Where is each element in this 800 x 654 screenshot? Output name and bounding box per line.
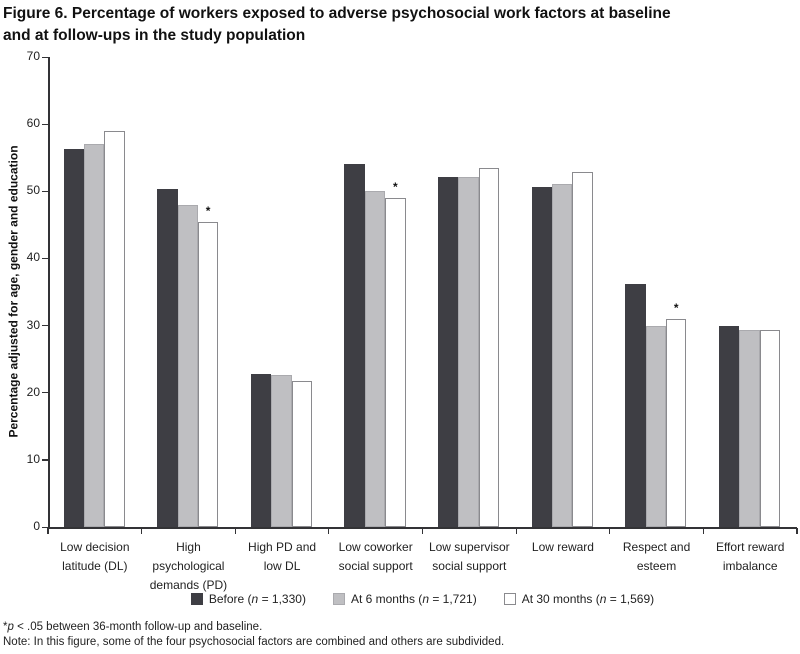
- bar: [291, 381, 312, 527]
- legend-swatch: [503, 593, 516, 605]
- footnote: *p < .05 between 36-month follow-up and …: [3, 620, 793, 635]
- x-axis-line: [48, 527, 797, 529]
- bar: [250, 373, 272, 527]
- x-tick: [702, 528, 704, 534]
- legend-label: At 30 months (n = 1,569): [521, 592, 655, 606]
- bar: [458, 176, 479, 527]
- bar: [83, 144, 105, 527]
- footnote-text: < .05 between 36-month follow-up and bas…: [13, 621, 263, 633]
- significance-marker: *: [393, 180, 398, 194]
- category-label: High PD and low DL: [248, 540, 317, 573]
- y-tick: [42, 257, 48, 260]
- y-tick-label: 50: [26, 183, 40, 198]
- significance-marker: *: [205, 204, 211, 219]
- bar: [344, 164, 365, 527]
- x-tick: [328, 528, 330, 534]
- y-tick-label: 10: [26, 451, 40, 466]
- category-label: Low decision latitude (DL): [60, 540, 130, 573]
- legend-label: Before (n = 1,330): [208, 592, 306, 606]
- bar: [666, 318, 687, 527]
- y-tick: [42, 56, 48, 58]
- y-tick-label: 70: [26, 49, 40, 63]
- y-tick: [42, 190, 48, 192]
- y-tick-label: 0: [33, 519, 40, 533]
- bar: [718, 325, 740, 527]
- category-label: Low reward: [531, 540, 594, 554]
- legend-n-italic: n: [251, 592, 259, 606]
- y-tick-label: 20: [26, 384, 40, 399]
- bar: [385, 198, 406, 527]
- bar: [739, 330, 760, 527]
- category-label: Low coworker social support: [338, 540, 413, 573]
- x-tick: [515, 528, 517, 534]
- bar: [364, 190, 386, 527]
- x-tick: [421, 528, 424, 534]
- legend-item: Before (n = 1,330): [190, 592, 306, 606]
- footnotes: *p < .05 between 36-month follow-up and …: [3, 620, 793, 649]
- y-tick-label: 30: [26, 317, 40, 332]
- category-label: Low supervisor social support: [428, 540, 510, 573]
- footnote-text: p: [7, 621, 14, 633]
- x-tick: [141, 528, 143, 534]
- bar: [271, 374, 292, 527]
- legend-swatch: [190, 593, 203, 605]
- y-tick-label: 60: [26, 116, 40, 131]
- significance-marker: *: [673, 300, 679, 315]
- x-tick: [234, 528, 236, 534]
- legend: Before (n = 1,330) At 6 months (n = 1,721…: [48, 592, 797, 606]
- footnote-text: *: [3, 621, 8, 633]
- figure-title: Figure 6. Percentage of workers exposed …: [3, 5, 671, 44]
- y-tick: [42, 325, 48, 327]
- footnote-text: Note: In this figure, some of the four p…: [3, 635, 505, 648]
- y-axis-line: [48, 57, 50, 528]
- y-tick: [42, 459, 48, 461]
- bar: [552, 183, 573, 527]
- bar: [63, 148, 84, 527]
- category-label: Effort reward imbalance: [715, 540, 785, 573]
- bar: [759, 330, 781, 527]
- y-tick: [42, 123, 48, 125]
- legend-item: At 30 months (n = 1,569): [503, 592, 655, 606]
- legend-n-italic: n: [422, 592, 429, 606]
- bar: [438, 176, 459, 527]
- x-tick: [796, 528, 798, 534]
- x-tick: [609, 528, 611, 534]
- y-tick-label: 40: [26, 250, 40, 265]
- bar: [625, 283, 646, 527]
- footnote: Note: In this figure, some of the four p…: [3, 635, 793, 650]
- category-label: High psychological demands (PD): [149, 540, 228, 592]
- bar: [645, 325, 667, 527]
- x-tick: [47, 528, 49, 534]
- legend-swatch: [332, 593, 345, 605]
- bar: [177, 204, 198, 527]
- y-tick: [42, 392, 48, 394]
- bar: [531, 187, 553, 527]
- bar: [572, 171, 593, 527]
- bar: [104, 130, 125, 527]
- legend-label: At 6 months (n = 1,721): [350, 592, 477, 606]
- category-label: Respect and esteem: [622, 540, 691, 573]
- legend-n-italic: n: [599, 592, 607, 606]
- bar: [197, 222, 219, 527]
- y-tick: [42, 526, 48, 528]
- bar: [478, 168, 500, 527]
- legend-item: At 6 months (n = 1,721): [332, 592, 477, 606]
- bar: [157, 188, 178, 527]
